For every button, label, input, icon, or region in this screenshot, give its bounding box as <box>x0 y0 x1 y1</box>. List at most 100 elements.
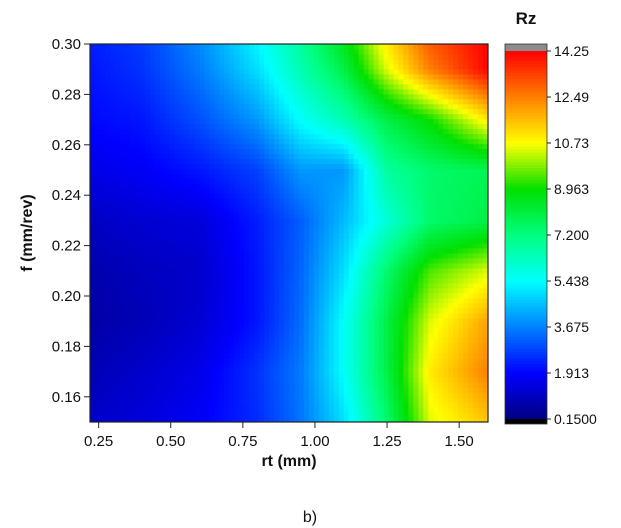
heatmap-cell <box>403 223 410 229</box>
heatmap-cell <box>428 203 434 209</box>
heatmap-cell <box>99 292 106 299</box>
heatmap-cell <box>189 252 196 259</box>
heatmap-cell <box>134 282 141 289</box>
heatmap-cell <box>209 322 215 329</box>
heatmap-cell <box>194 392 201 398</box>
heatmap-cell <box>114 223 121 229</box>
heatmap-cell <box>194 242 201 249</box>
heatmap-cell <box>298 203 305 209</box>
heatmap-cell <box>279 387 285 393</box>
heatmap-cell <box>433 287 439 294</box>
heatmap-cell <box>259 292 265 299</box>
heatmap-cell <box>363 297 370 304</box>
heatmap-cell <box>338 237 345 244</box>
heatmap-cell <box>284 392 290 398</box>
heatmap-cell <box>413 148 419 155</box>
heatmap-cell <box>403 332 410 339</box>
heatmap-cell <box>244 417 250 422</box>
heatmap-cell <box>264 382 270 388</box>
heatmap-cell <box>204 242 210 249</box>
heatmap-cell <box>313 133 320 140</box>
heatmap-cell <box>353 392 360 398</box>
heatmap-cell <box>303 272 310 279</box>
heatmap-cell <box>313 178 320 184</box>
heatmap-cell <box>368 302 375 309</box>
heatmap-cell <box>378 262 385 269</box>
heatmap-cell <box>114 118 121 125</box>
heatmap-cell <box>234 407 240 413</box>
heatmap-cell <box>169 133 176 140</box>
heatmap-cell <box>348 183 355 189</box>
heatmap-cell <box>229 312 235 319</box>
heatmap-cell <box>269 213 275 219</box>
heatmap-cell <box>453 178 459 184</box>
heatmap-cell <box>423 362 429 368</box>
heatmap-cell <box>418 203 424 209</box>
heatmap-cell <box>159 198 166 204</box>
heatmap-cell <box>303 113 310 120</box>
heatmap-cell <box>244 407 250 413</box>
heatmap-cell <box>99 257 106 264</box>
heatmap-cell <box>473 158 479 164</box>
heatmap-cell <box>368 417 375 422</box>
heatmap-cell <box>124 362 131 368</box>
heatmap-cell <box>219 173 225 179</box>
heatmap-cell <box>284 128 290 135</box>
heatmap-cell <box>403 297 410 304</box>
heatmap-cell <box>149 133 156 140</box>
heatmap-cell <box>438 317 444 324</box>
heatmap-cell <box>159 322 166 329</box>
heatmap-cell <box>284 168 290 174</box>
heatmap-cell <box>199 332 206 339</box>
heatmap-cell <box>323 387 330 393</box>
heatmap-cell <box>144 317 151 324</box>
heatmap-cell <box>104 347 111 353</box>
heatmap-cell <box>104 282 111 289</box>
heatmap-cell <box>328 118 335 125</box>
heatmap-cell <box>159 297 166 304</box>
heatmap-cell <box>308 377 315 383</box>
heatmap-cell <box>184 382 191 388</box>
heatmap-cell <box>368 163 375 169</box>
heatmap-cell <box>239 307 245 314</box>
heatmap-cell <box>323 247 330 254</box>
heatmap-cell <box>169 178 176 184</box>
heatmap-cell <box>423 317 429 324</box>
heatmap-cell <box>144 208 151 214</box>
heatmap-cell <box>259 143 265 150</box>
heatmap-cell <box>328 272 335 279</box>
heatmap-cell <box>214 153 220 159</box>
heatmap-cell <box>274 118 280 125</box>
heatmap-cell <box>264 357 270 363</box>
heatmap-cell <box>134 327 141 334</box>
heatmap-cell <box>388 203 395 209</box>
heatmap-cell <box>199 198 206 204</box>
heatmap-cell <box>293 407 300 413</box>
heatmap-cell <box>328 242 335 249</box>
heatmap-cell <box>279 362 285 368</box>
heatmap-cell <box>408 272 414 279</box>
heatmap-cell <box>413 208 419 214</box>
heatmap-cell <box>433 347 439 353</box>
heatmap-cell <box>244 297 250 304</box>
heatmap-cell <box>393 352 400 358</box>
heatmap-cell <box>438 342 444 348</box>
heatmap-cell <box>313 292 320 299</box>
heatmap-cell <box>368 252 375 259</box>
heatmap-cell <box>478 377 484 383</box>
heatmap-cell <box>249 352 255 358</box>
heatmap-cell <box>194 277 201 284</box>
heatmap-cell <box>458 223 464 229</box>
heatmap-cell <box>368 168 375 174</box>
heatmap-cell <box>393 228 400 234</box>
heatmap-cell <box>343 307 350 314</box>
heatmap-cell <box>119 223 126 229</box>
heatmap-cell <box>164 317 171 324</box>
heatmap-cell <box>463 118 469 125</box>
heatmap-cell <box>388 213 395 219</box>
heatmap-cell <box>358 118 365 125</box>
heatmap-cell <box>398 158 405 164</box>
heatmap-cell <box>373 327 380 334</box>
heatmap-cell <box>363 372 370 378</box>
heatmap-cell <box>348 193 355 199</box>
